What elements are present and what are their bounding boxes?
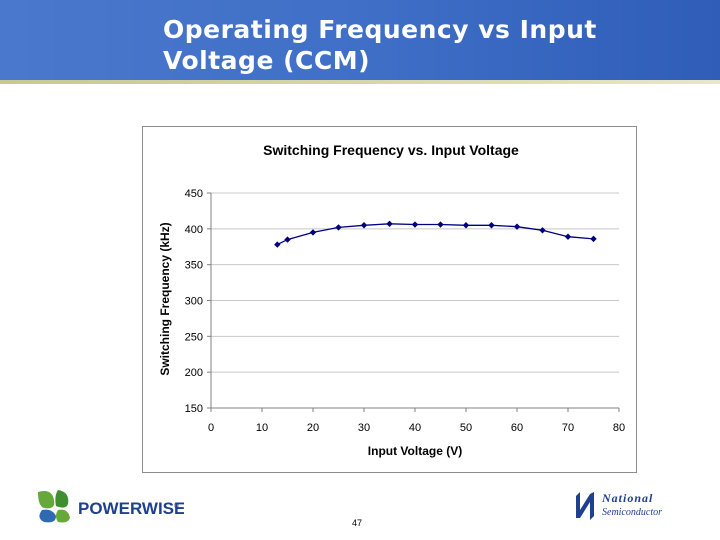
header-divider	[0, 80, 720, 84]
y-tick-label: 450	[185, 188, 203, 200]
x-tick-label: 40	[409, 422, 421, 434]
data-point	[437, 221, 444, 228]
page-number: 47	[352, 518, 363, 528]
y-axis-label: Switching Frequency (kHz)	[158, 222, 172, 375]
powerwise-wordmark: POWERWISE	[78, 499, 184, 518]
y-tick-label: 200	[185, 367, 203, 379]
data-point	[590, 235, 597, 243]
data-point	[274, 241, 281, 248]
slide-title-line-2: Voltage (CCM)	[163, 46, 371, 75]
series-line	[277, 223, 594, 246]
line-chart: Switching Frequency vs. Input Voltage 15…	[158, 142, 625, 458]
data-point	[488, 222, 495, 229]
slide-title-line-1: Operating Frequency vs Input	[163, 15, 597, 44]
y-tick-label: 150	[185, 403, 203, 415]
x-tick-label: 20	[307, 422, 319, 434]
chart-frame: Switching Frequency vs. Input Voltage 15…	[142, 126, 637, 473]
chart-title: Switching Frequency vs. Input Voltage	[263, 142, 519, 158]
x-axis-label: Input Voltage (V)	[368, 444, 462, 458]
data-point	[309, 229, 317, 236]
y-tick-label: 350	[185, 260, 203, 272]
x-tick-label: 60	[511, 422, 523, 434]
semiconductor-wordmark: Semiconductor	[602, 507, 662, 518]
powerwise-logo: POWERWISE ®	[38, 490, 184, 523]
data-point	[564, 233, 572, 240]
data-point	[284, 236, 291, 243]
data-point	[513, 223, 521, 230]
y-tick-label: 250	[185, 331, 203, 343]
y-tick-label: 300	[185, 296, 203, 308]
national-wordmark: National	[601, 491, 653, 505]
registered-mark: ®	[174, 502, 180, 510]
header-bar	[0, 0, 720, 80]
x-tick-label: 10	[256, 422, 268, 434]
data-point	[411, 221, 419, 228]
x-tick-label: 30	[358, 422, 370, 434]
data-point	[386, 220, 393, 228]
x-tick-label: 50	[460, 422, 472, 434]
y-tick-label: 400	[185, 224, 203, 236]
slide-title: Operating Frequency vs Input Voltage (CC…	[163, 14, 597, 76]
x-tick-label: 0	[208, 422, 214, 434]
data-point	[360, 222, 368, 229]
data-point	[539, 227, 546, 234]
national-semiconductor-logo: National Semiconductor	[576, 491, 662, 520]
data-point	[335, 224, 342, 231]
x-tick-label: 80	[613, 422, 625, 434]
data-point	[462, 222, 470, 229]
national-n-icon	[576, 492, 594, 520]
x-tick-label: 70	[562, 422, 574, 434]
powerwise-mark-icon	[38, 490, 70, 523]
